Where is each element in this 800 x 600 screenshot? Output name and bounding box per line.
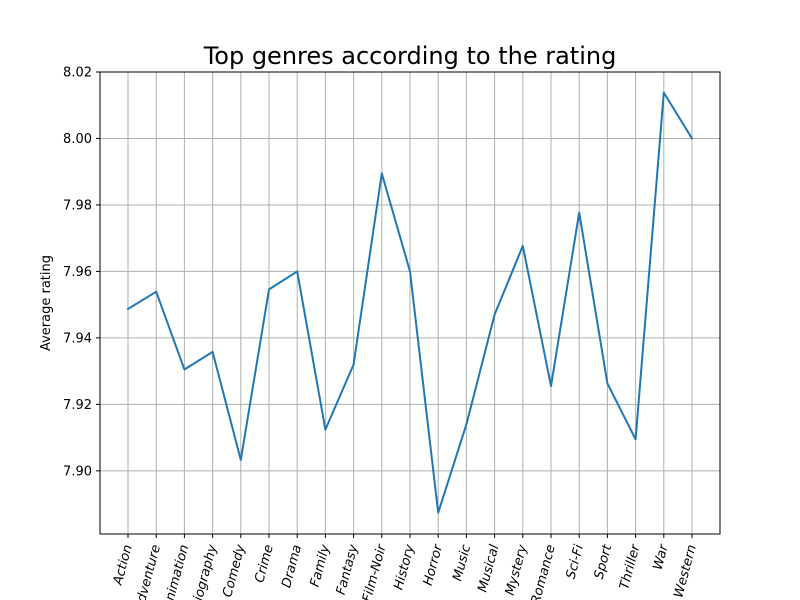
x-tick-label: Western: [671, 543, 700, 599]
x-tick-label: Mystery: [503, 543, 531, 597]
series-layer: [126, 91, 694, 514]
x-tick-label: History: [391, 543, 418, 592]
x-tick-label: Comedy: [220, 543, 248, 599]
y-tick-label: 7.96: [63, 265, 92, 280]
x-tick-label: Adventure: [132, 543, 164, 600]
x-tick-label: Thriller: [617, 542, 644, 592]
x-tick-label: Biography: [189, 543, 221, 600]
y-tick-label: 8.02: [63, 66, 92, 81]
chart-title: Top genres according to the rating: [203, 42, 617, 70]
y-tick-label: 8.00: [63, 132, 92, 147]
y-axis: 7.90 7.92 7.94 7.96 7.98 8.00 8.02: [63, 66, 100, 479]
x-tick-label: Fantasy: [334, 543, 362, 597]
x-tick-label: Animation: [160, 543, 192, 600]
y-axis-label: Average rating: [39, 255, 54, 351]
x-tick-label: Musical: [475, 543, 502, 594]
y-tick-label: 7.90: [63, 464, 92, 479]
x-tick-label: Music: [450, 543, 474, 583]
x-tick-label: Romance: [529, 543, 559, 600]
x-tick-label: Horror: [421, 542, 447, 588]
y-tick-label: 7.92: [63, 398, 92, 413]
y-tick-label: 7.98: [63, 198, 92, 213]
x-tick-label: Drama: [279, 543, 305, 589]
x-tick-label: Crime: [252, 543, 277, 584]
x-tick-label: Sci-Fi: [564, 543, 588, 581]
x-tick-label: Film-Noir: [360, 542, 390, 600]
x-tick-label: Sport: [592, 542, 616, 580]
y-tick-label: 7.94: [63, 331, 92, 346]
grid: [100, 71, 720, 534]
x-tick-label: Family: [308, 543, 334, 589]
x-tick-label: Action: [111, 543, 136, 587]
x-tick-label: War: [651, 542, 673, 572]
